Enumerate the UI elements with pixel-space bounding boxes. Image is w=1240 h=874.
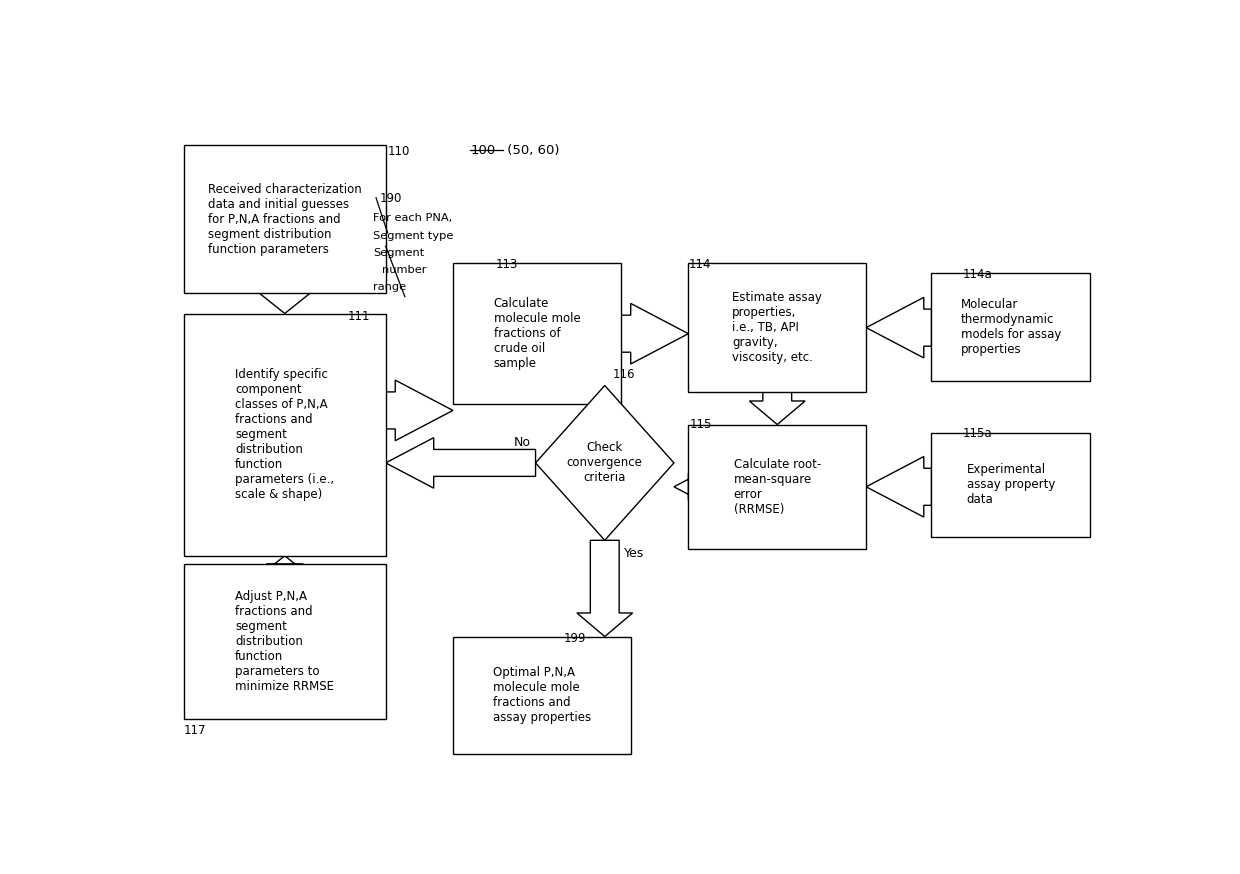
Text: Experimental
assay property
data: Experimental assay property data bbox=[967, 463, 1055, 506]
Polygon shape bbox=[749, 392, 805, 425]
Text: 100: 100 bbox=[470, 144, 496, 157]
Text: Calculate root-
mean-square
error
(RRMSE): Calculate root- mean-square error (RRMSE… bbox=[734, 458, 821, 516]
Text: 190: 190 bbox=[379, 192, 402, 205]
FancyBboxPatch shape bbox=[184, 145, 386, 294]
Text: Adjust P,N,A
fractions and
segment
distribution
function
parameters to
minimize : Adjust P,N,A fractions and segment distr… bbox=[236, 590, 335, 693]
Polygon shape bbox=[866, 297, 931, 358]
Text: 114a: 114a bbox=[962, 267, 992, 281]
Polygon shape bbox=[621, 303, 688, 364]
Text: Segment type: Segment type bbox=[373, 232, 454, 241]
Text: No: No bbox=[513, 436, 531, 449]
Text: 111: 111 bbox=[347, 310, 370, 323]
Polygon shape bbox=[536, 385, 675, 540]
Text: Estimate assay
properties,
i.e., TB, API
gravity,
viscosity, etc.: Estimate assay properties, i.e., TB, API… bbox=[733, 291, 822, 364]
Polygon shape bbox=[250, 287, 319, 314]
Text: 116: 116 bbox=[613, 368, 635, 381]
Polygon shape bbox=[866, 456, 931, 517]
Text: Check
convergence
criteria: Check convergence criteria bbox=[567, 441, 642, 484]
Text: 114: 114 bbox=[688, 258, 711, 271]
Polygon shape bbox=[577, 540, 632, 636]
Text: (50, 60): (50, 60) bbox=[503, 144, 559, 157]
Text: 115a: 115a bbox=[962, 427, 992, 440]
FancyBboxPatch shape bbox=[184, 564, 386, 718]
FancyBboxPatch shape bbox=[453, 636, 631, 754]
Text: Optimal P,N,A
molecule mole
fractions and
assay properties: Optimal P,N,A molecule mole fractions an… bbox=[492, 666, 591, 725]
Text: 199: 199 bbox=[563, 632, 587, 645]
Polygon shape bbox=[675, 461, 722, 512]
FancyBboxPatch shape bbox=[931, 273, 1090, 381]
Text: range: range bbox=[373, 282, 407, 292]
Text: Molecular
thermodynamic
models for assay
properties: Molecular thermodynamic models for assay… bbox=[961, 298, 1061, 356]
Text: 115: 115 bbox=[689, 419, 712, 432]
Text: 110: 110 bbox=[388, 145, 410, 158]
FancyBboxPatch shape bbox=[688, 425, 866, 549]
Text: Segment: Segment bbox=[373, 248, 424, 258]
Polygon shape bbox=[386, 438, 536, 489]
Text: 113: 113 bbox=[496, 258, 518, 271]
Polygon shape bbox=[386, 380, 453, 440]
Text: Yes: Yes bbox=[624, 547, 645, 560]
FancyBboxPatch shape bbox=[184, 314, 386, 556]
Text: number: number bbox=[382, 265, 427, 275]
FancyBboxPatch shape bbox=[931, 433, 1090, 537]
Polygon shape bbox=[250, 556, 319, 583]
FancyBboxPatch shape bbox=[453, 263, 621, 405]
Text: 117: 117 bbox=[184, 724, 206, 737]
FancyBboxPatch shape bbox=[688, 263, 866, 392]
Text: Received characterization
data and initial guesses
for P,N,A fractions and
segme: Received characterization data and initi… bbox=[208, 183, 362, 256]
Text: For each PNA,: For each PNA, bbox=[373, 212, 453, 223]
Text: Calculate
molecule mole
fractions of
crude oil
sample: Calculate molecule mole fractions of cru… bbox=[494, 297, 580, 371]
Text: Identify specific
component
classes of P,N,A
fractions and
segment
distribution
: Identify specific component classes of P… bbox=[236, 368, 335, 501]
